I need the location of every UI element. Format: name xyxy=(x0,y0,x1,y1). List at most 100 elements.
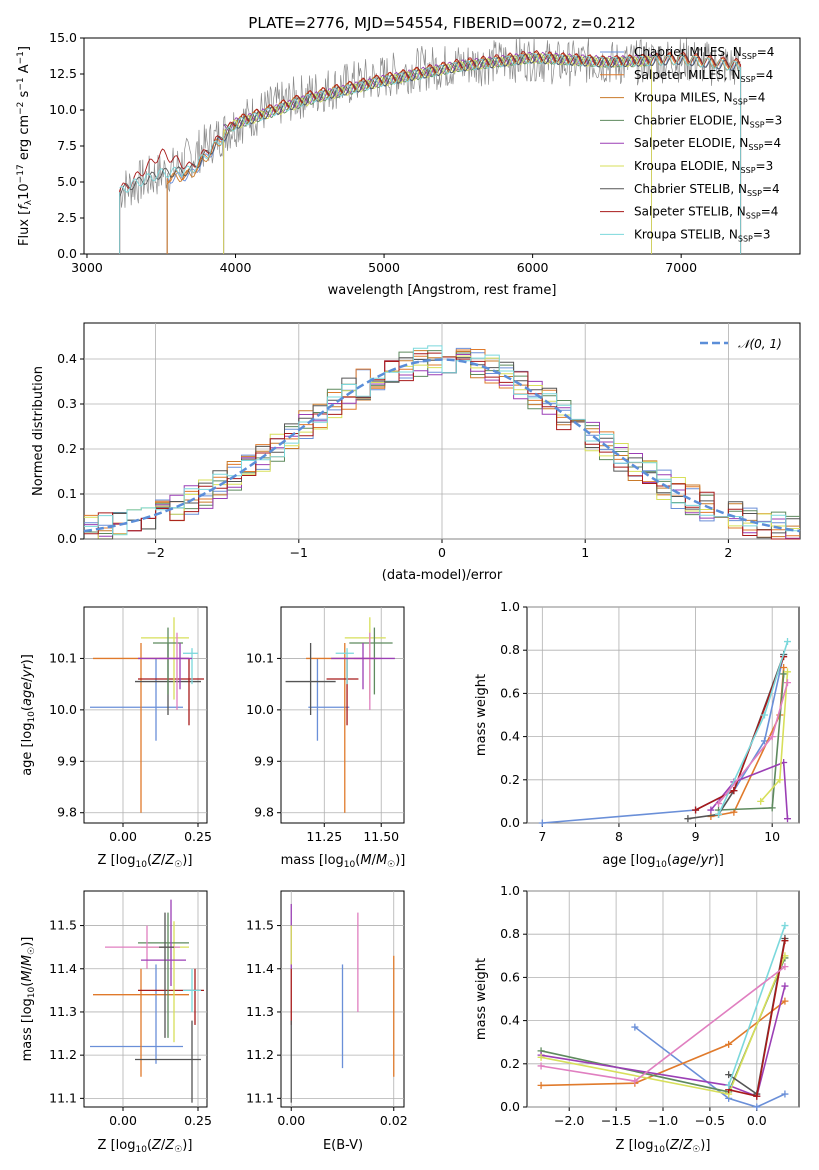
mass-weight-marker xyxy=(768,733,776,741)
mass-vs-ebv-xlabel: E(B-V) xyxy=(323,1138,363,1153)
y-tick-label: 12.5 xyxy=(49,66,77,81)
y-tick-label: 0.8 xyxy=(500,926,520,941)
spectrum-xlabel: wavelength [Angstrom, rest frame] xyxy=(328,283,557,298)
mass-weight-marker xyxy=(631,1023,639,1031)
x-tick-label: −2.0 xyxy=(554,1113,584,1128)
observed-spectrum-line xyxy=(119,37,741,208)
x-tick-label: 7000 xyxy=(665,260,697,275)
x-tick-label: 0.25 xyxy=(184,829,212,844)
mass-weight-marker xyxy=(780,663,788,671)
legend-label: Salpeter STELIB, NSSP=4 xyxy=(634,205,778,221)
y-tick-label: 11.3 xyxy=(49,1004,77,1019)
mass-weight-marker xyxy=(725,1040,733,1048)
y-tick-label: 0.2 xyxy=(57,441,77,456)
legend-label: Salpeter MILES, NSSP=4 xyxy=(634,68,773,84)
x-tick-label: 3000 xyxy=(71,260,103,275)
legend-label: Kroupa STELIB, NSSP=3 xyxy=(634,227,771,243)
mass-weight-marker xyxy=(776,776,784,784)
mass-weight-marker xyxy=(692,806,700,814)
mass-weight-marker xyxy=(631,1077,639,1085)
model-spectrum-line xyxy=(119,52,741,193)
y-tick-label: 11.1 xyxy=(246,1090,274,1105)
y-tick-label: 0.0 xyxy=(500,1099,520,1114)
x-tick-label: 0 xyxy=(438,545,446,560)
mass-weight-marker xyxy=(761,711,769,719)
y-tick-label: 7.5 xyxy=(57,138,77,153)
y-tick-label: 11.5 xyxy=(49,918,77,933)
mass-weight-marker xyxy=(781,937,789,945)
mass-weight-marker xyxy=(684,815,692,823)
y-tick-label: 0.6 xyxy=(500,969,520,984)
y-tick-label: 0.2 xyxy=(500,1056,520,1071)
y-tick-label: 9.8 xyxy=(254,805,274,820)
weight-vs-z-ylabel: mass weight xyxy=(474,958,489,1040)
mass-vs-z-ylabel: mass [log10(M/M☉)] xyxy=(20,937,37,1062)
mass-weight-marker xyxy=(715,810,723,818)
age-vs-mass-panel: mass [log10(M/M☉)] 11.25 11.509.89.910.01… xyxy=(246,606,405,870)
mass-vs-z-panel: Z [log10(Z/Z☉)] mass [log10(M/M☉)] 0.00 0… xyxy=(20,890,212,1155)
residual-xlabel: (data-model)/error xyxy=(382,568,503,583)
weight-vs-age-xlabel: age [log10(age/yr)] xyxy=(602,853,724,870)
legend-label: Chabrier STELIB, NSSP=4 xyxy=(634,182,780,198)
age-vs-z-axes xyxy=(83,606,208,824)
y-tick-label: 0.0 xyxy=(57,246,77,261)
y-tick-label: 11.2 xyxy=(246,1047,274,1062)
x-tick-label: 0.00 xyxy=(277,1113,305,1128)
y-tick-label: 11.4 xyxy=(246,961,274,976)
y-tick-label: 9.8 xyxy=(57,805,77,820)
mass-weight-marker xyxy=(781,963,789,971)
x-tick-label: 0.25 xyxy=(184,1113,212,1128)
age-vs-z-xlabel: Z [log10(Z/Z☉)] xyxy=(98,853,193,870)
legend-label: Kroupa MILES, NSSP=4 xyxy=(634,91,765,107)
mass-weight-marker xyxy=(537,1062,545,1070)
mass-weight-marker xyxy=(781,997,789,1005)
y-tick-label: 0.4 xyxy=(57,351,77,366)
x-tick-label: −1 xyxy=(290,545,308,560)
mass-weight-line xyxy=(727,925,786,1086)
mass-weight-marker xyxy=(784,668,792,676)
residual-ylabel: Normed distribution xyxy=(31,366,46,496)
y-tick-label: 11.5 xyxy=(246,918,274,933)
y-tick-label: 0.6 xyxy=(500,685,520,700)
x-tick-label: 2 xyxy=(724,545,732,560)
age-vs-z-ylabel: age [log10(age/yr)] xyxy=(20,654,37,776)
spectrum-title: PLATE=2776, MJD=54554, FIBERID=0072, z=0… xyxy=(248,14,635,32)
mass-weight-marker xyxy=(725,1071,733,1079)
x-tick-label: 5000 xyxy=(368,260,400,275)
spectrum-ylabel: Flux [fλ10−17 erg cm−2 s−1 A−1] xyxy=(16,46,34,246)
y-tick-label: 11.2 xyxy=(49,1047,77,1062)
x-tick-label: 9 xyxy=(692,829,700,844)
legend-label: Chabrier MILES, NSSP=4 xyxy=(634,45,774,61)
mass-weight-marker xyxy=(538,819,546,827)
x-tick-label: 0.0 xyxy=(747,1113,767,1128)
y-tick-label: 10.0 xyxy=(246,702,274,717)
mass-weight-marker xyxy=(781,982,789,990)
y-tick-label: 9.9 xyxy=(57,753,77,768)
mass-weight-marker xyxy=(784,679,792,687)
x-tick-label: 0.00 xyxy=(109,829,137,844)
mass-vs-ebv-axes xyxy=(280,890,405,1108)
y-tick-label: 11.4 xyxy=(49,961,77,976)
mass-vs-ebv-panel: E(B-V) 0.00 0.02 11.1 11.2 11.3 11.4 11.5 xyxy=(246,890,408,1153)
y-tick-label: 0.0 xyxy=(57,531,77,546)
mass-weight-marker xyxy=(781,922,789,930)
x-tick-label: 6000 xyxy=(517,260,549,275)
y-tick-label: 10.0 xyxy=(49,102,77,117)
y-tick-label: 11.1 xyxy=(49,1090,77,1105)
age-vs-mass-plot-area: 11.25 11.50 9.8 9.9 10.0 10.1 xyxy=(246,607,404,844)
x-tick-label: −0.5 xyxy=(695,1113,725,1128)
y-tick-label: 11.3 xyxy=(246,1004,274,1019)
y-tick-label: 5.0 xyxy=(57,174,77,189)
weight-vs-age-plot-area: 7 8 9 10 0.0 0.2 0.4 0.6 0.8 1.0 xyxy=(500,599,799,844)
y-tick-label: 9.9 xyxy=(254,753,274,768)
x-tick-label: 10 xyxy=(764,829,780,844)
mass-weight-marker xyxy=(537,1053,545,1061)
x-tick-label: 11.25 xyxy=(306,829,342,844)
y-tick-label: 0.8 xyxy=(500,642,520,657)
age-vs-z-plot-area: 0.00 0.25 9.8 9.9 10.0 10.1 xyxy=(49,607,212,844)
weight-vs-z-panel: Z [log10(Z/Z☉)] mass weight −2.0 −1.5 −1.0… xyxy=(474,883,800,1155)
y-tick-label: 1.0 xyxy=(500,883,520,898)
legend-label: Salpeter ELODIE, NSSP=4 xyxy=(634,136,781,152)
mass-weight-marker xyxy=(707,806,715,814)
